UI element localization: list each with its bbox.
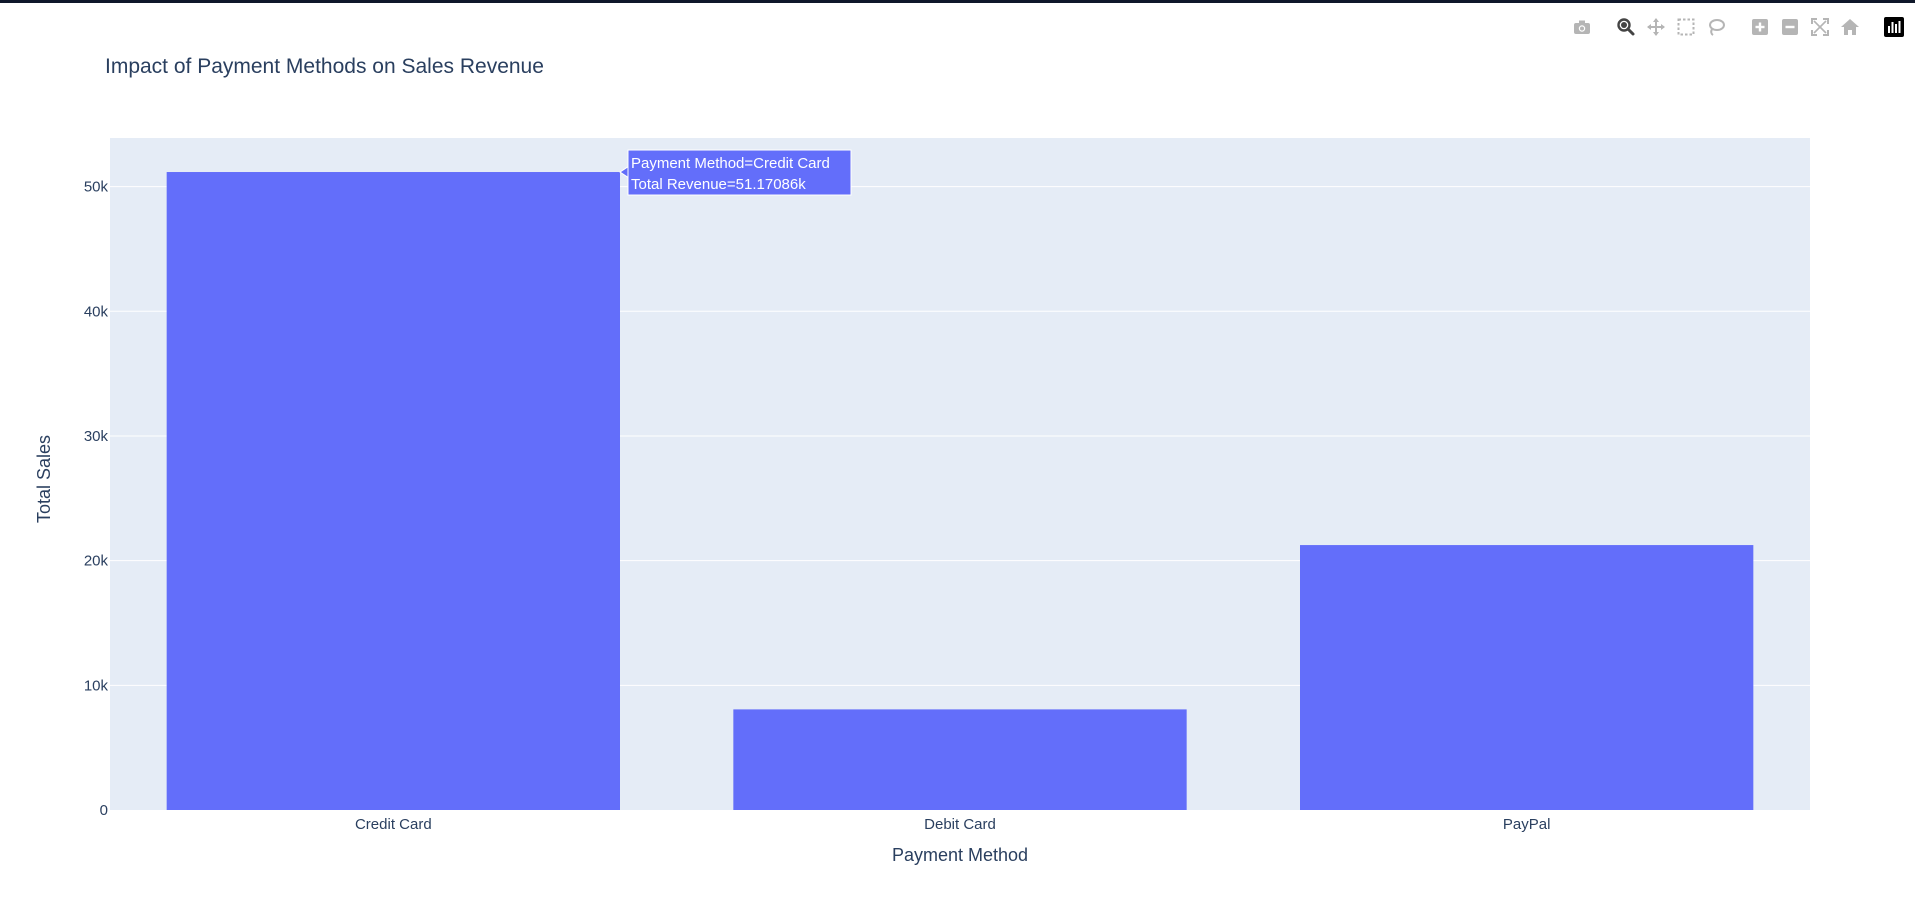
zoom-icon[interactable] <box>1615 16 1637 38</box>
y-tick-label: 0 <box>100 802 108 819</box>
lasso-icon[interactable] <box>1705 16 1727 38</box>
zoom-in-icon[interactable] <box>1749 16 1771 38</box>
x-axis-title: Payment Method <box>892 845 1028 865</box>
autoscale-icon[interactable] <box>1809 16 1831 38</box>
y-tick-label: 50k <box>84 179 109 196</box>
pan-icon[interactable] <box>1645 16 1667 38</box>
box-select-icon[interactable] <box>1675 16 1697 38</box>
bars <box>166 172 1754 810</box>
x-tick-label: Debit Card <box>924 816 996 833</box>
bar[interactable] <box>1300 545 1754 810</box>
bar[interactable] <box>166 172 620 810</box>
tooltip-box <box>627 149 852 196</box>
y-tick-label: 20k <box>84 553 109 570</box>
x-tick-label: PayPal <box>1503 816 1551 833</box>
y-tick-label: 30k <box>84 428 109 445</box>
modebar <box>1549 14 1905 40</box>
y-axis-title: Total Sales <box>34 435 54 523</box>
hover-tooltip: Payment Method=Credit Card Total Revenue… <box>619 149 852 196</box>
plotly-logo-icon[interactable] <box>1883 16 1905 38</box>
camera-icon[interactable] <box>1571 16 1593 38</box>
y-tick-label: 10k <box>84 677 109 694</box>
reset-axes-icon[interactable] <box>1839 16 1861 38</box>
y-tick-label: 40k <box>84 303 109 320</box>
zoom-out-icon[interactable] <box>1779 16 1801 38</box>
tooltip-line-2: Total Revenue=51.17086k <box>631 176 806 193</box>
x-tick-label: Credit Card <box>355 816 432 833</box>
bar[interactable] <box>733 709 1187 810</box>
tooltip-line-1: Payment Method=Credit Card <box>631 155 830 172</box>
chart-title: Impact of Payment Methods on Sales Reven… <box>105 55 544 78</box>
y-tick-labels: 0 10k 20k 30k 40k 50k <box>84 179 109 819</box>
x-tick-labels: Credit Card Debit Card PayPal <box>355 816 1550 833</box>
top-border <box>0 0 1915 3</box>
